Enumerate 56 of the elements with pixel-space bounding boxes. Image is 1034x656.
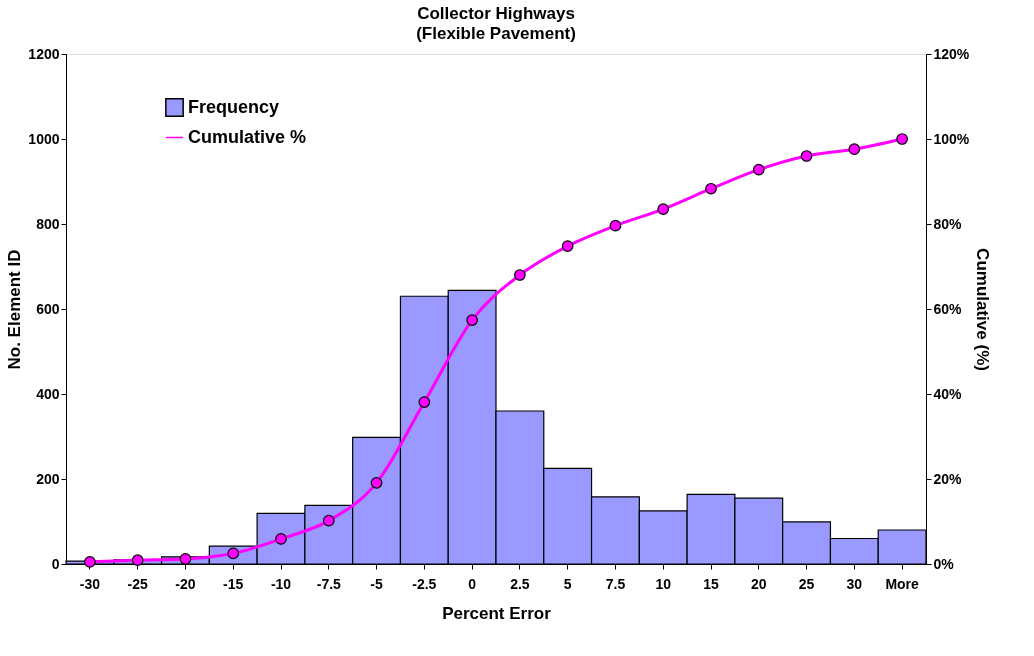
x-tick-label: 7.5 [605,575,626,592]
point [657,203,670,215]
x-tick-label: 25 [798,575,815,592]
x-tick-label: -7.5 [316,575,342,592]
x-tick-label: More [885,575,920,592]
point [179,553,192,565]
x-tick-label: 20 [750,575,767,592]
point [609,219,622,232]
legend-label: Frequency [188,96,280,117]
point [418,396,431,408]
x-axis-title: Percent Error [442,603,552,623]
point [514,269,526,281]
x-tick-label: 15 [703,575,719,592]
point [322,514,335,527]
x-tick-label: 5 [563,575,572,592]
point [466,314,478,326]
y2-tick-label: 100% [933,130,970,147]
point [752,163,765,176]
point [561,240,574,252]
y2-tick-label: 0% [933,555,955,572]
y-tick-label: 200 [36,470,60,487]
y2-axis-title: Cumulative (%) [973,248,993,371]
point [275,533,287,545]
y-tick-label: 0 [51,555,60,572]
chart-title: Collector Highways [417,4,575,23]
y2-tick-label: 40% [933,385,963,402]
x-tick-label: 0 [468,575,477,592]
x-tick-label: -15 [223,575,244,592]
y-tick-label: 600 [36,300,60,317]
y-tick-label: 1000 [28,130,60,147]
y-tick-label: 1200 [28,45,60,62]
point [848,143,861,156]
x-tick-label: -5 [370,575,383,592]
y2-tick-label: 60% [933,300,963,317]
point [705,182,717,195]
x-tick-label: -20 [175,575,196,592]
point [896,133,908,145]
x-tick-label: 10 [655,575,672,592]
point [800,150,813,162]
x-tick-label: 30 [846,575,863,592]
x-tick-label: -25 [127,575,148,592]
point [131,554,144,567]
point [370,476,383,489]
y2-tick-label: 80% [933,215,963,232]
chart-subtitle: (Flexible Pavement) [416,24,576,43]
x-tick-label: -2.5 [412,575,437,592]
x-tick-label: -10 [270,575,292,592]
legend-label: Cumulative % [188,126,307,147]
x-tick-label: -30 [79,575,101,592]
y2-tick-label: 20% [933,470,963,487]
y-tick-label: 800 [36,215,60,232]
y-tick-label: 400 [36,385,60,402]
y-axis-title: No. Element ID [5,249,25,370]
x-tick-label: 2.5 [510,575,530,592]
point [84,556,96,568]
y2-tick-label: 120% [933,45,970,62]
